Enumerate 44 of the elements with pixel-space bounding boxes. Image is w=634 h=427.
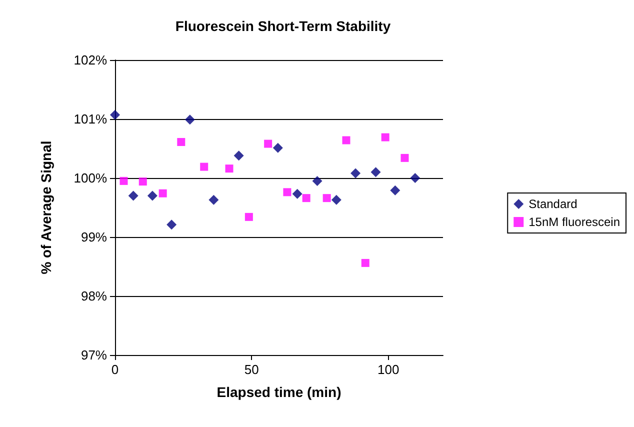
point bbox=[302, 194, 310, 202]
point bbox=[312, 176, 322, 186]
point bbox=[225, 164, 234, 173]
point bbox=[322, 194, 331, 202]
point bbox=[120, 176, 128, 185]
y-tick-label: 98% bbox=[80, 288, 108, 304]
point bbox=[138, 178, 147, 186]
point bbox=[350, 168, 361, 178]
point bbox=[381, 133, 390, 142]
y-tick-label: 102% bbox=[74, 52, 108, 68]
point bbox=[272, 142, 283, 153]
point bbox=[184, 114, 195, 125]
point bbox=[283, 188, 292, 196]
point bbox=[158, 189, 167, 198]
y-tick-label: 99% bbox=[80, 230, 108, 244]
point bbox=[128, 190, 138, 201]
point bbox=[342, 136, 350, 144]
point bbox=[390, 185, 400, 196]
x-axis-title: Elapsed time (min) bbox=[216, 384, 342, 400]
point bbox=[200, 162, 208, 171]
point bbox=[208, 194, 219, 205]
point bbox=[244, 212, 253, 221]
legend-label: 15nM fluorescein bbox=[528, 215, 620, 229]
legend-label: Standard bbox=[528, 197, 578, 211]
chart-title: Fluorescein Short-Term Stability bbox=[175, 18, 391, 34]
y-axis-title: % of Average Signal bbox=[38, 140, 54, 274]
x-tick-label: 50 bbox=[244, 362, 259, 377]
point bbox=[177, 138, 186, 146]
y-tick-label: 100% bbox=[74, 170, 108, 186]
point bbox=[331, 194, 342, 205]
x-tick-label: 100 bbox=[377, 362, 400, 377]
y-tick-label: 97% bbox=[80, 348, 108, 362]
point bbox=[370, 167, 381, 178]
point bbox=[361, 258, 370, 267]
x-tick-label: 0 bbox=[111, 362, 119, 377]
point bbox=[292, 188, 302, 199]
point bbox=[264, 140, 272, 148]
point bbox=[147, 190, 158, 201]
point bbox=[110, 110, 120, 120]
point bbox=[166, 220, 177, 230]
y-tick-label: 101% bbox=[74, 112, 108, 126]
point bbox=[234, 150, 244, 161]
point bbox=[410, 173, 420, 183]
point bbox=[400, 154, 409, 162]
